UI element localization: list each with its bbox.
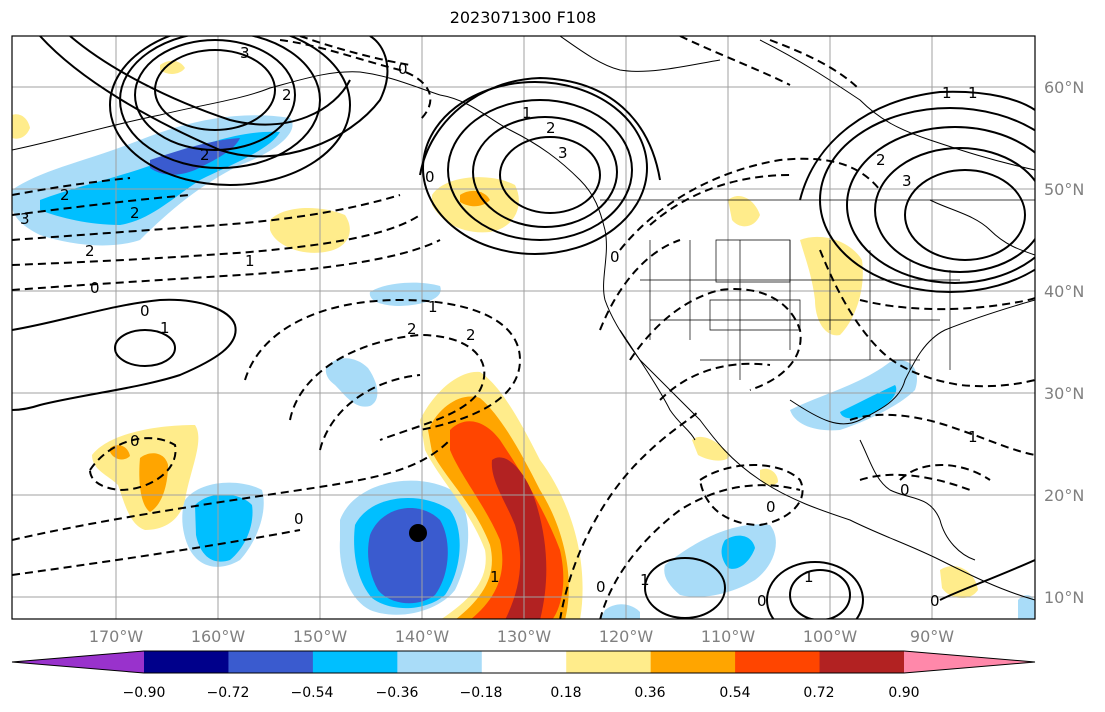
colorbar-tick: 0.36 bbox=[634, 685, 665, 701]
contour-label: 1 bbox=[522, 104, 532, 122]
contour-label: 2 bbox=[407, 320, 417, 338]
lat-label-50n: 50°N bbox=[1044, 180, 1084, 199]
lon-label-140w: 140°W bbox=[395, 627, 450, 646]
colorbar-tick: 0.90 bbox=[888, 685, 919, 701]
contour-label: 0 bbox=[90, 279, 100, 297]
contour-label: 1 bbox=[942, 84, 952, 102]
contour-label: 2 bbox=[876, 151, 886, 169]
lon-label-120w: 120°W bbox=[599, 627, 654, 646]
contour-label-group: 3 0 2 1 2 3 1 2 0 3 2 1 0 2 1 0 1 2 2 0 … bbox=[20, 44, 978, 610]
contour-label: 1 bbox=[968, 428, 978, 446]
shaded-field bbox=[12, 60, 1035, 619]
contour-label: 3 bbox=[902, 172, 912, 190]
colorbar-segment bbox=[397, 651, 483, 673]
contour-label: 0 bbox=[766, 498, 776, 516]
colorbar-tick: −0.90 bbox=[123, 685, 166, 701]
contour-label: 0 bbox=[610, 248, 620, 266]
colorbar-tick-labels: −0.90 −0.72 −0.54 −0.36 −0.18 0.18 0.36 … bbox=[123, 685, 920, 701]
contour-label: 0 bbox=[130, 432, 140, 450]
colorbar-segment bbox=[312, 651, 398, 673]
longitude-labels: 170°W 160°W 150°W 140°W 130°W 120°W 110°… bbox=[89, 627, 954, 646]
contour-label: 0 bbox=[900, 481, 910, 499]
contour-label: 0 bbox=[425, 168, 435, 186]
contour-label: 1 bbox=[428, 298, 438, 316]
contour-label: 1 bbox=[490, 568, 500, 586]
contour-label: 3 bbox=[558, 144, 568, 162]
contour-label: 1 bbox=[804, 568, 814, 586]
map-title: 2023071300 F108 bbox=[449, 8, 597, 27]
colorbar-tick: −0.36 bbox=[376, 685, 419, 701]
colorbar-tick: −0.18 bbox=[460, 685, 503, 701]
lon-label-170w: 170°W bbox=[89, 627, 144, 646]
colorbar-segment bbox=[144, 651, 229, 673]
coastlines bbox=[12, 36, 1035, 601]
colorbar bbox=[11, 650, 1036, 674]
contour-label: 2 bbox=[60, 186, 70, 204]
colorbar-segment bbox=[650, 651, 736, 673]
colorbar-tick: 0.72 bbox=[803, 685, 834, 701]
lat-label-30n: 30°N bbox=[1044, 384, 1084, 403]
contour-label: 0 bbox=[930, 592, 940, 610]
contour-label: 2 bbox=[282, 86, 292, 104]
colorbar-extend-low bbox=[12, 651, 144, 673]
colorbar-segment bbox=[481, 651, 567, 673]
lon-label-160w: 160°W bbox=[191, 627, 246, 646]
contour-label: 2 bbox=[85, 242, 95, 260]
colorbar-tick: −0.54 bbox=[291, 685, 334, 701]
contour-label: 1 bbox=[160, 319, 170, 337]
lat-label-40n: 40°N bbox=[1044, 282, 1084, 301]
map-frame bbox=[11, 35, 1036, 620]
contour-label: 0 bbox=[140, 302, 150, 320]
colorbar-segment bbox=[735, 651, 821, 673]
contour-label: 0 bbox=[596, 578, 606, 596]
contour-label: 2 bbox=[546, 119, 556, 137]
solid-contours bbox=[12, 36, 1035, 619]
contour-label: 1 bbox=[968, 84, 978, 102]
colorbar-extend-high bbox=[904, 651, 1035, 673]
lon-label-100w: 100°W bbox=[803, 627, 858, 646]
colorbar-segment bbox=[228, 651, 314, 673]
contour-label: 1 bbox=[245, 252, 255, 270]
colorbar-outline bbox=[11, 650, 1036, 674]
storm-center-dot bbox=[409, 524, 427, 542]
lon-label-110w: 110°W bbox=[701, 627, 756, 646]
lat-label-60n: 60°N bbox=[1044, 78, 1084, 97]
contour-label: 2 bbox=[200, 146, 210, 164]
lon-label-150w: 150°W bbox=[293, 627, 348, 646]
dashed-contours bbox=[12, 36, 1035, 619]
colorbar-tick: 0.18 bbox=[550, 685, 581, 701]
colorbar-segment bbox=[566, 651, 652, 673]
contour-label: 0 bbox=[294, 510, 304, 528]
contour-label: 0 bbox=[398, 60, 408, 78]
colorbar-tick: −0.72 bbox=[207, 685, 250, 701]
contour-label: 2 bbox=[130, 204, 140, 222]
contour-label: 3 bbox=[240, 44, 250, 62]
lon-label-130w: 130°W bbox=[497, 627, 552, 646]
colorbar-segment bbox=[819, 651, 905, 673]
latitude-labels: 60°N 50°N 40°N 30°N 20°N 10°N bbox=[1044, 78, 1084, 607]
colorbar-tick: 0.54 bbox=[719, 685, 750, 701]
contour-label: 2 bbox=[466, 326, 476, 344]
contour-label: 3 bbox=[20, 210, 30, 228]
contour-label: 0 bbox=[757, 592, 767, 610]
lon-label-90w: 90°W bbox=[910, 627, 954, 646]
lat-label-20n: 20°N bbox=[1044, 486, 1084, 505]
lat-label-10n: 10°N bbox=[1044, 588, 1084, 607]
graticule bbox=[12, 36, 1035, 619]
contour-label: 1 bbox=[640, 571, 650, 589]
